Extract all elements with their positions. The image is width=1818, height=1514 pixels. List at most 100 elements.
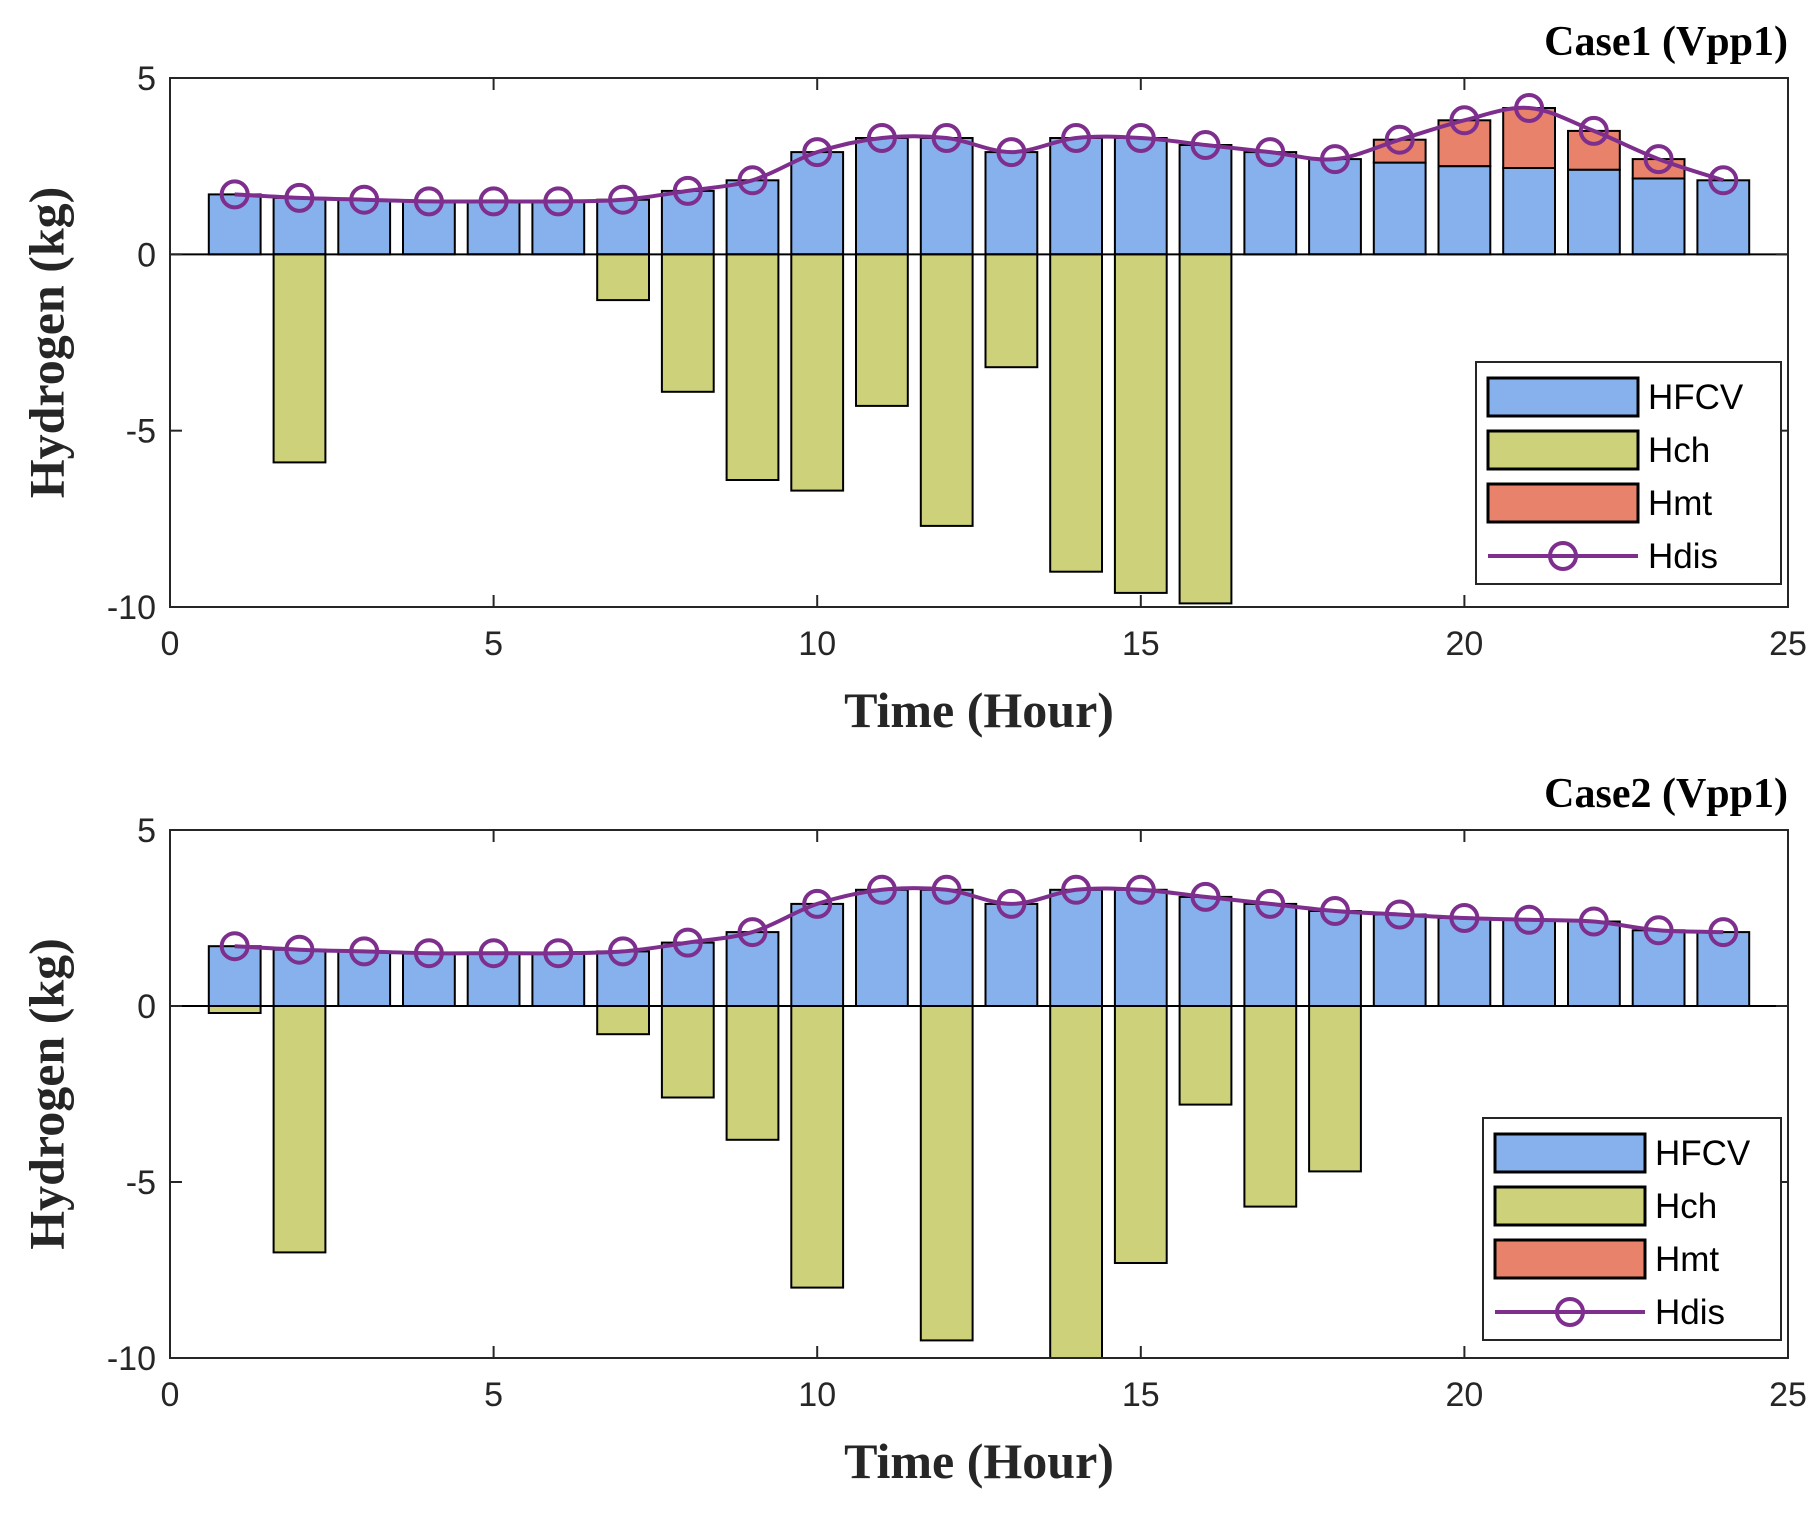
point-hdis-9 bbox=[737, 165, 768, 196]
chart-title: Case1 (Vpp1) bbox=[1544, 19, 1788, 65]
bar-hch-7 bbox=[596, 1005, 651, 1036]
point-hdis-15 bbox=[1125, 123, 1156, 153]
x-tick-label: 20 bbox=[1445, 625, 1483, 663]
bar-hfcv-5 bbox=[466, 952, 521, 1008]
point-hdis-24 bbox=[1708, 917, 1739, 948]
y-tick-label: 5 bbox=[137, 812, 156, 850]
point-hdis-16 bbox=[1190, 130, 1221, 160]
ticks-layer: 0 5 10 15 20 25 5 0 -5 -10 bbox=[107, 812, 1807, 1414]
x-axis-label: Time (Hour) bbox=[844, 1433, 1114, 1489]
hdis-line-layer bbox=[219, 874, 1739, 969]
point-hdis-3 bbox=[349, 184, 380, 215]
point-hdis-8 bbox=[672, 175, 703, 206]
bar-hfcv-4 bbox=[402, 952, 456, 1008]
bar-hch-10 bbox=[790, 253, 845, 492]
bar-hfcv-22 bbox=[1567, 168, 1621, 256]
bar-hfcv-13 bbox=[984, 902, 1039, 1008]
bar-hfcv-6 bbox=[531, 952, 586, 1008]
bar-hch-14 bbox=[1049, 1005, 1103, 1359]
bar-hch-18 bbox=[1308, 1005, 1362, 1173]
bar-hch-15 bbox=[1113, 253, 1168, 594]
bar-hfcv-20 bbox=[1437, 165, 1492, 256]
bar-hch-2 bbox=[272, 1005, 327, 1254]
series-line-hdis bbox=[234, 105, 1724, 204]
point-hdis-5 bbox=[478, 186, 509, 217]
point-hdis-10 bbox=[802, 137, 833, 168]
point-hdis-21 bbox=[1514, 904, 1545, 935]
x-tick-label: 15 bbox=[1122, 625, 1160, 663]
bars-layer bbox=[207, 888, 1751, 1359]
point-hdis-6 bbox=[543, 938, 574, 969]
bar-hfcv-6 bbox=[531, 200, 586, 256]
legend-swatch-hmt bbox=[1493, 1238, 1647, 1280]
point-hdis-23 bbox=[1643, 144, 1674, 175]
legend-label-hmt: Hmt bbox=[1655, 1240, 1719, 1279]
legend-label-hch: Hch bbox=[1648, 431, 1710, 470]
bars-layer bbox=[207, 107, 1751, 605]
bar-hfcv-3 bbox=[337, 950, 392, 1008]
point-hdis-20 bbox=[1449, 105, 1480, 136]
point-hdis-19 bbox=[1384, 124, 1415, 155]
y-tick-label: 0 bbox=[137, 988, 156, 1026]
bar-hfcv-17 bbox=[1243, 902, 1298, 1008]
bar-hch-13 bbox=[984, 253, 1039, 369]
x-tick-label: 25 bbox=[1769, 625, 1807, 663]
hdis-line-layer bbox=[219, 93, 1739, 217]
point-hdis-12 bbox=[931, 123, 962, 153]
bar-hch-16 bbox=[1178, 253, 1233, 605]
point-hdis-21 bbox=[1514, 93, 1545, 123]
point-hdis-1 bbox=[219, 931, 250, 962]
point-hdis-7 bbox=[608, 184, 638, 215]
bar-hch-11 bbox=[855, 253, 909, 407]
bar-hch-10 bbox=[790, 1005, 845, 1289]
point-hdis-14 bbox=[1061, 874, 1092, 905]
bar-hfcv-13 bbox=[984, 151, 1039, 256]
bar-hfcv-23 bbox=[1631, 177, 1686, 256]
point-hdis-18 bbox=[1320, 896, 1350, 926]
legend-label-hdis: Hdis bbox=[1655, 1293, 1725, 1332]
bar-hfcv-10 bbox=[790, 151, 845, 256]
point-hdis-19 bbox=[1384, 899, 1415, 930]
bar-hfcv-11 bbox=[855, 137, 909, 256]
point-hdis-18 bbox=[1320, 144, 1350, 175]
point-hdis-3 bbox=[349, 936, 380, 967]
point-hdis-10 bbox=[802, 888, 833, 919]
x-tick-label: 5 bbox=[484, 1376, 503, 1414]
bar-hfcv-12 bbox=[919, 888, 974, 1007]
legend-label-hmt: Hmt bbox=[1648, 484, 1712, 523]
bar-hch-8 bbox=[660, 1005, 715, 1099]
x-tick-label: 5 bbox=[484, 625, 503, 663]
bar-hfcv-16 bbox=[1178, 144, 1233, 256]
bar-hch-1 bbox=[207, 1005, 262, 1014]
bar-hfcv-18 bbox=[1308, 910, 1362, 1007]
point-hdis-22 bbox=[1578, 906, 1609, 937]
bar-hch-12 bbox=[919, 253, 974, 527]
bar-hch-16 bbox=[1178, 1005, 1233, 1106]
x-tick-label: 15 bbox=[1122, 1376, 1160, 1414]
bar-hmt-23 bbox=[1631, 158, 1686, 180]
legend-swatch-marker-hdis bbox=[1555, 1297, 1585, 1327]
point-hdis-24 bbox=[1708, 165, 1739, 196]
legend: HFCV Hch Hmt Hdis bbox=[1482, 1117, 1782, 1341]
bar-hfcv-10 bbox=[790, 902, 845, 1008]
bar-hch-15 bbox=[1113, 1005, 1168, 1264]
x-axis-label: Time (Hour) bbox=[844, 682, 1114, 738]
chart-panel-case1: 0 5 10 15 20 25 5 0 -5 -10 Case1 (Vpp1) Time (Hou… bbox=[18, 19, 1806, 738]
y-tick-label: -5 bbox=[126, 1164, 156, 1202]
legend-swatch-hfcv bbox=[1486, 376, 1640, 418]
legend-swatch-hch bbox=[1493, 1185, 1647, 1227]
bar-hmt-20 bbox=[1437, 119, 1492, 168]
point-hdis-22 bbox=[1578, 115, 1609, 146]
point-hdis-12 bbox=[931, 874, 962, 905]
x-tick-label: 10 bbox=[798, 625, 836, 663]
bar-hch-9 bbox=[725, 1005, 780, 1141]
axes-box bbox=[169, 829, 1789, 1359]
x-tick-label: 20 bbox=[1445, 1376, 1483, 1414]
y-tick-label: -10 bbox=[107, 1340, 156, 1378]
x-tick-label: 25 bbox=[1769, 1376, 1807, 1414]
point-hdis-4 bbox=[413, 938, 444, 969]
bar-hfcv-2 bbox=[272, 196, 327, 256]
y-tick-label: -5 bbox=[126, 413, 156, 451]
bar-hfcv-8 bbox=[660, 189, 715, 256]
